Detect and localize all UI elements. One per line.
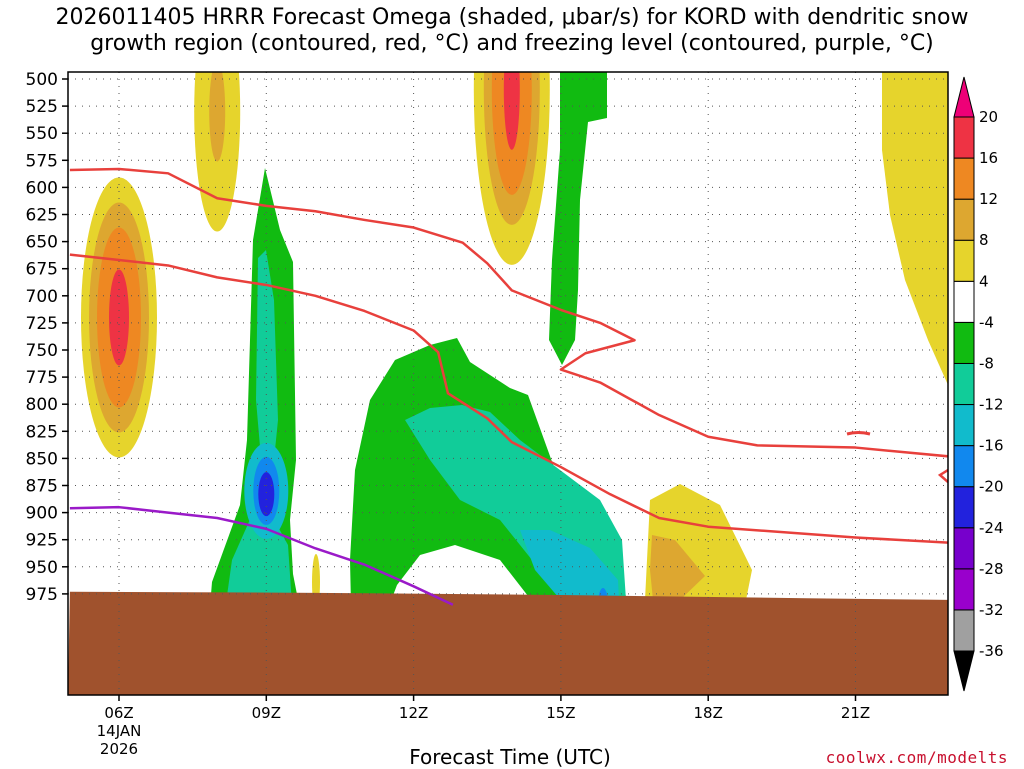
- omega-region-09z-descent: [207, 168, 302, 652]
- colorbar-box: [953, 445, 975, 488]
- y-tick-label: 650: [26, 233, 58, 253]
- omega-region-22z-upper: [882, 72, 948, 385]
- credit-link[interactable]: coolwx.com/modelts: [825, 748, 1008, 767]
- terrain-fill: [68, 591, 948, 695]
- colorbar-box: [953, 116, 975, 159]
- y-tick-label: 525: [26, 97, 58, 117]
- y-tick-label: 725: [26, 314, 58, 334]
- x-tick-sublabel-year: 2026: [100, 740, 138, 758]
- y-tick-label: 625: [26, 206, 58, 226]
- dgz-top-contour: [69, 167, 948, 458]
- y-tick-label: 875: [26, 477, 58, 497]
- freezing-level-contour: [69, 505, 454, 606]
- y-tick-label: 825: [26, 422, 58, 442]
- y-tick-label: 600: [26, 178, 58, 198]
- omega-region-08z-upper: [194, 72, 241, 232]
- colorbar-box: [953, 527, 975, 570]
- x-tick-label: 12Z: [399, 704, 428, 722]
- colorbar-box: [953, 157, 975, 200]
- colorbar-box: [953, 486, 975, 529]
- omega-09z-core-22: [258, 472, 275, 517]
- x-tick-label: 15Z: [546, 704, 575, 722]
- colorbar-label: -12: [979, 396, 1004, 414]
- y-tick-label: 900: [26, 504, 58, 524]
- colorbar-top-triangle: [953, 76, 975, 118]
- y-tick-label: 550: [26, 124, 58, 144]
- colorbar-bottom-triangle: [953, 650, 975, 692]
- dgz-small-contour: [846, 431, 871, 436]
- y-tick-label: 850: [26, 449, 58, 469]
- y-tick-label: 925: [26, 531, 58, 551]
- colorbar-box: [953, 280, 975, 323]
- y-tick-label: 800: [26, 395, 58, 415]
- colorbar-label: -24: [979, 519, 1004, 537]
- colorbar-label: -32: [979, 601, 1004, 619]
- omega-shading-layer: [68, 72, 948, 695]
- chart-title-line-2: growth region (contoured, red, °C) and f…: [90, 31, 934, 56]
- plot-frame: [67, 71, 949, 696]
- omega-region-14z-upper-band: [503, 72, 520, 150]
- colorbar-label: 12: [979, 190, 998, 208]
- y-tick-label: 950: [26, 558, 58, 578]
- axis-layer: 500 525 550 575 600 625 650 675 700 725 750 775 800 8…: [26, 70, 949, 758]
- y-tick-label: 700: [26, 287, 58, 307]
- colorbar-label: -36: [979, 642, 1004, 660]
- omega-region-08z-upper-band: [209, 72, 226, 162]
- x-tick-sublabel-date: 14JAN: [97, 722, 142, 740]
- colorbar-label: 4: [979, 272, 989, 290]
- x-tick-label: 18Z: [694, 704, 723, 722]
- colorbar: -36 -32 -28 -24 -20 -16 -12 -8 -4 4 8 12 16 20: [953, 76, 1004, 692]
- colorbar-box: [953, 568, 975, 611]
- omega-09z-column: [256, 250, 278, 480]
- y-tick-label: 675: [26, 260, 58, 280]
- contour-layer: [69, 167, 948, 606]
- x-tick-label: 06Z: [104, 704, 133, 722]
- colorbar-label: -20: [979, 478, 1004, 496]
- colorbar-label: -8: [979, 354, 994, 372]
- colorbar-label: -4: [979, 313, 994, 331]
- y-tick-label: 500: [26, 70, 58, 90]
- colorbar-label: 8: [979, 231, 989, 249]
- x-tick-label: 21Z: [841, 704, 870, 722]
- x-axis-title: Forecast Time (UTC): [409, 745, 611, 769]
- x-tick-label: 09Z: [252, 704, 281, 722]
- y-tick-label: 975: [26, 585, 58, 605]
- omega-region-14z-upper: [473, 72, 550, 265]
- y-tick-label: 775: [26, 368, 58, 388]
- colorbar-box: [953, 404, 975, 447]
- dgz-edge-contour: [937, 468, 948, 483]
- colorbar-label: -28: [979, 560, 1004, 578]
- y-tick-label: 575: [26, 151, 58, 171]
- colorbar-box: [953, 362, 975, 406]
- chart-title-line-1: 2026011405 HRRR Forecast Omega (shaded, …: [55, 5, 969, 30]
- dgz-bottom-contour: [69, 253, 948, 544]
- omega-region-15z-upper: [549, 72, 607, 365]
- colorbar-label: -16: [979, 437, 1004, 455]
- colorbar-label: 16: [979, 149, 998, 167]
- colorbar-box: [953, 321, 975, 364]
- colorbar-box: [953, 239, 975, 282]
- colorbar-box: [953, 609, 975, 652]
- colorbar-box: [953, 198, 975, 241]
- colorbar-label: 20: [979, 108, 998, 126]
- y-tick-label: 750: [26, 341, 58, 361]
